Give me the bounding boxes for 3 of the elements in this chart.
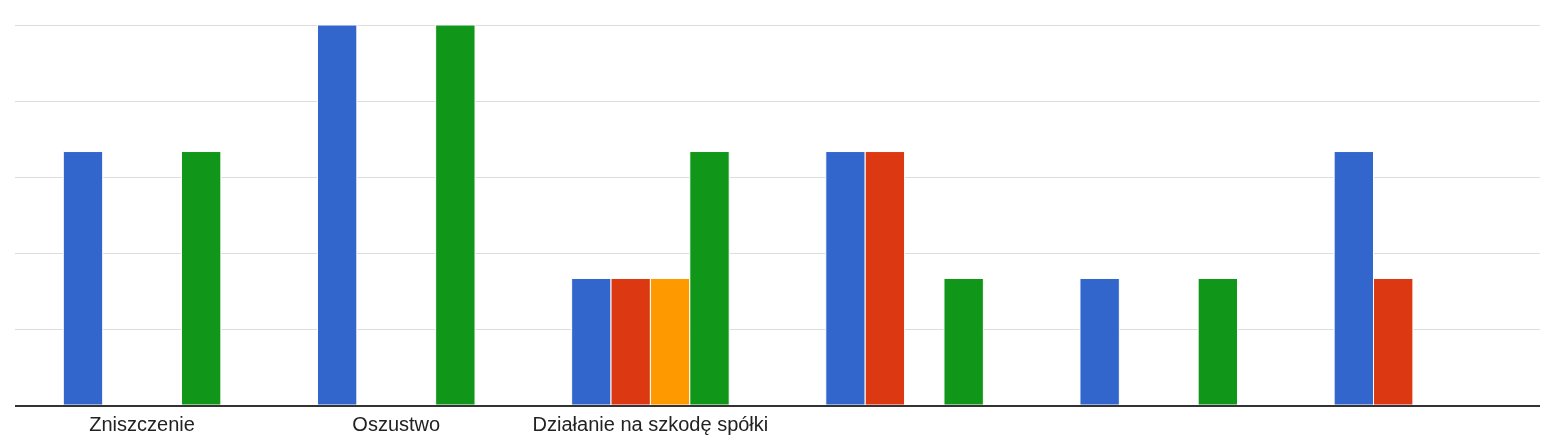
x-tick-label: Działanie na szkodę spółki — [532, 413, 769, 435]
x-tick-label: Oszustwo — [352, 413, 441, 435]
x-tick-label: Zniszczenie — [89, 413, 195, 435]
